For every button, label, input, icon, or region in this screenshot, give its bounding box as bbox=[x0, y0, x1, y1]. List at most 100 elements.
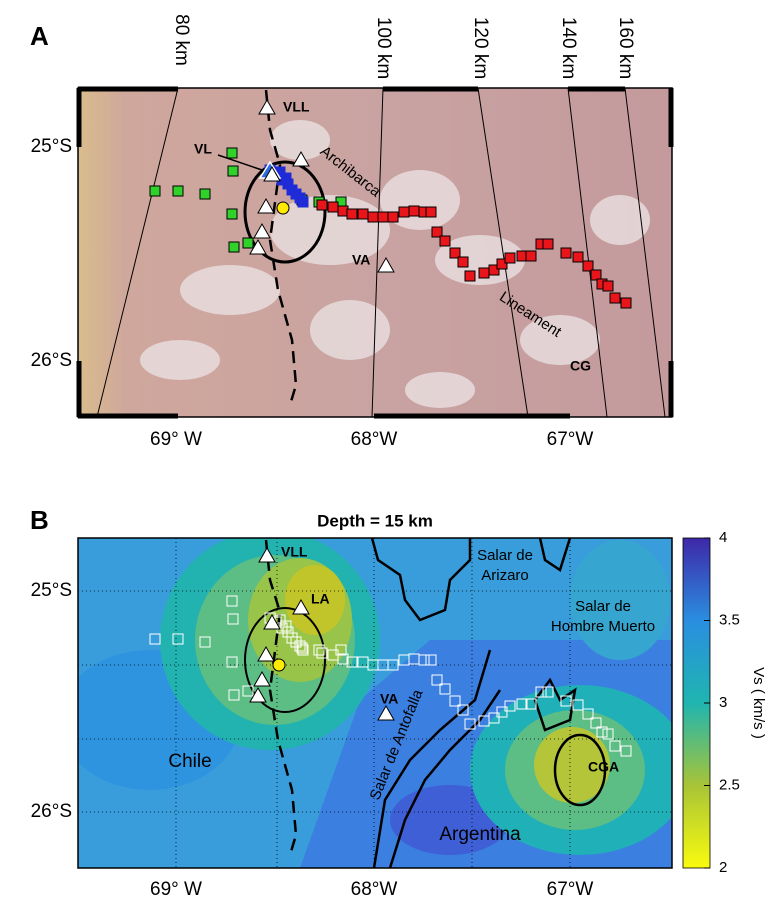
station bbox=[431, 226, 443, 238]
station bbox=[488, 264, 500, 276]
station bbox=[496, 706, 508, 718]
station bbox=[542, 238, 554, 250]
station bbox=[582, 708, 594, 720]
station bbox=[590, 269, 602, 281]
station bbox=[227, 613, 239, 625]
distance-label: 140 km bbox=[558, 17, 579, 79]
station bbox=[242, 685, 254, 697]
salar-label: Arizaro bbox=[481, 567, 529, 584]
volcano-label: VA bbox=[352, 252, 370, 268]
colorbar-tick-label: 2 bbox=[719, 859, 727, 876]
salar-label: Salar de bbox=[477, 547, 533, 564]
station bbox=[149, 185, 161, 197]
colorbar-tick-label: 3.5 bbox=[719, 611, 740, 628]
station bbox=[172, 633, 184, 645]
station bbox=[327, 201, 339, 213]
station bbox=[408, 205, 420, 217]
station bbox=[149, 633, 161, 645]
station bbox=[227, 165, 239, 177]
country-label: Argentina bbox=[439, 824, 521, 845]
station bbox=[294, 640, 306, 652]
station bbox=[488, 712, 500, 724]
station bbox=[572, 251, 584, 263]
distance-label: 100 km bbox=[373, 17, 394, 79]
lat-label: 25°S bbox=[31, 580, 72, 601]
station bbox=[525, 698, 537, 710]
lon-label: 67°W bbox=[547, 879, 594, 900]
station bbox=[398, 206, 410, 218]
station bbox=[572, 699, 584, 711]
station bbox=[418, 654, 430, 666]
station bbox=[242, 237, 254, 249]
station bbox=[346, 208, 358, 220]
volcano bbox=[377, 256, 395, 273]
distance-label: 120 km bbox=[470, 17, 491, 79]
station bbox=[228, 689, 240, 701]
station bbox=[337, 653, 349, 665]
station bbox=[228, 241, 240, 253]
distance-label: 80 km bbox=[171, 14, 192, 66]
station bbox=[226, 208, 238, 220]
velocity-map bbox=[78, 538, 672, 868]
station bbox=[525, 250, 537, 262]
station bbox=[464, 718, 476, 730]
lon-label: 68°W bbox=[351, 879, 398, 900]
lat-label: 26°S bbox=[31, 350, 72, 371]
station bbox=[226, 147, 238, 159]
station bbox=[377, 211, 389, 223]
panel-title: Depth = 15 km bbox=[317, 511, 433, 530]
colorbar-tick-label: 4 bbox=[719, 529, 727, 546]
terrain-map bbox=[78, 88, 672, 417]
station bbox=[478, 267, 490, 279]
volcano-label: VLL bbox=[281, 544, 308, 560]
station bbox=[449, 695, 461, 707]
station bbox=[596, 726, 608, 738]
lon-label: 69° W bbox=[150, 429, 202, 450]
volcano bbox=[257, 197, 275, 214]
station bbox=[425, 206, 437, 218]
station bbox=[226, 656, 238, 668]
station bbox=[199, 188, 211, 200]
distance-label: 160 km bbox=[615, 17, 636, 79]
station bbox=[620, 297, 632, 309]
volcano bbox=[263, 165, 281, 182]
station bbox=[346, 656, 358, 668]
station bbox=[496, 258, 508, 270]
volcano bbox=[263, 613, 281, 630]
volcano-label: VLL bbox=[283, 99, 310, 115]
volcano-label: VA bbox=[380, 691, 398, 707]
station bbox=[387, 211, 399, 223]
station bbox=[286, 632, 298, 644]
station bbox=[602, 280, 614, 292]
lat-label: 26°S bbox=[31, 801, 72, 822]
volcano bbox=[249, 238, 267, 255]
colorbar-tick-label: 3 bbox=[719, 694, 727, 711]
station bbox=[560, 247, 572, 259]
station bbox=[226, 595, 238, 607]
station bbox=[464, 270, 476, 282]
station bbox=[457, 256, 469, 268]
station bbox=[457, 704, 469, 716]
volcano-label: CGA bbox=[588, 759, 619, 775]
salar-label: Salar de bbox=[575, 598, 631, 615]
station bbox=[590, 717, 602, 729]
station bbox=[425, 654, 437, 666]
station bbox=[172, 185, 184, 197]
station bbox=[280, 172, 292, 184]
lon-label: 67°W bbox=[547, 429, 594, 450]
country-label: Chile bbox=[168, 751, 211, 772]
volcano bbox=[249, 686, 267, 703]
panel-label: A bbox=[30, 21, 49, 51]
station bbox=[609, 740, 621, 752]
salar-label: Hombre Muerto bbox=[551, 618, 655, 635]
lon-label: 69° W bbox=[150, 879, 202, 900]
volcano-label: VL bbox=[194, 141, 212, 157]
station bbox=[439, 235, 451, 247]
station bbox=[296, 642, 308, 654]
station bbox=[582, 260, 594, 272]
station bbox=[297, 196, 309, 208]
station bbox=[199, 636, 211, 648]
station bbox=[439, 683, 451, 695]
volcano bbox=[377, 704, 395, 721]
